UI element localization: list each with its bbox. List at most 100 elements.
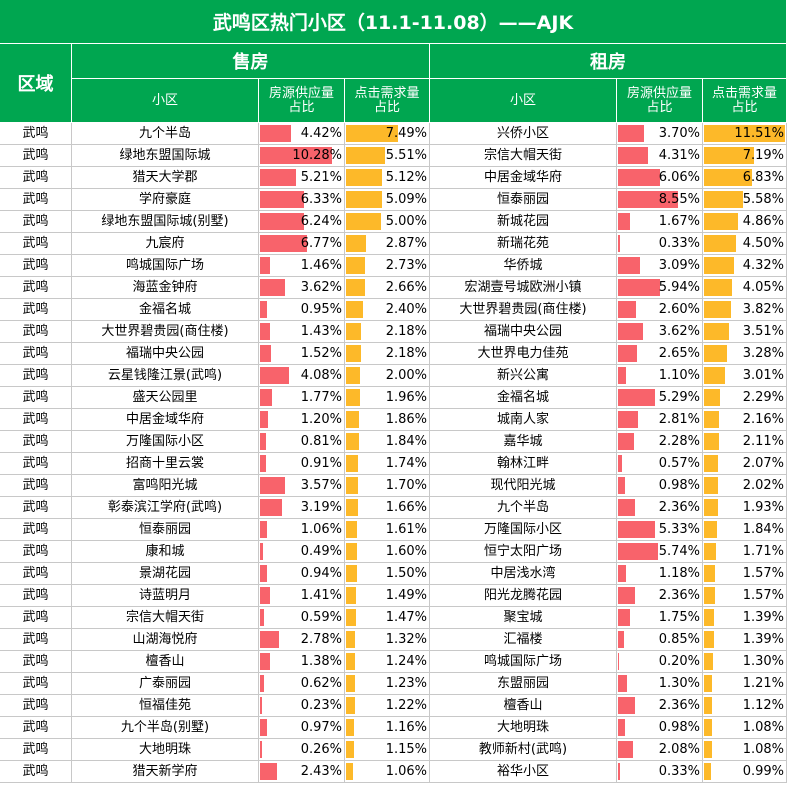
rent-supply-cell: 2.08%	[617, 739, 703, 761]
rent-supply-cell-label: 3.62%	[658, 324, 700, 339]
rent-demand-cell-label: 2.11%	[742, 434, 784, 449]
sale-supply-cell: 0.95%	[259, 299, 345, 321]
sale-supply-cell-label: 1.41%	[300, 588, 342, 603]
sale-supply-cell: 0.23%	[259, 695, 345, 717]
region-cell: 武鸣	[0, 739, 72, 761]
rent-demand-cell-label: 1.57%	[742, 566, 784, 581]
region-cell: 武鸣	[0, 431, 72, 453]
sale-demand-cell: 2.18%	[345, 343, 430, 365]
sale-supply-cell-bar	[260, 719, 267, 736]
sale-supply-cell-label: 6.33%	[300, 192, 342, 207]
region-cell: 武鸣	[0, 299, 72, 321]
sale-demand-header: 点击需求量占比	[345, 79, 430, 123]
sale-demand-cell-label: 1.74%	[385, 456, 427, 471]
sale-supply-cell-label: 1.46%	[300, 258, 342, 273]
sale-demand-cell-bar	[346, 433, 359, 450]
rent-demand-cell-label: 4.50%	[742, 236, 784, 251]
sale-community-name: 盛天公园里	[72, 387, 259, 409]
region-cell: 武鸣	[0, 365, 72, 387]
sale-supply-cell-label: 0.23%	[300, 698, 342, 713]
sale-demand-cell-bar	[346, 565, 357, 582]
sale-supply-cell-label: 3.57%	[300, 478, 342, 493]
sale-community-name: 诗蓝明月	[72, 585, 259, 607]
sale-demand-cell-label: 5.51%	[385, 148, 427, 163]
rent-demand-cell-label: 6.83%	[742, 170, 784, 185]
sale-demand-cell-bar	[346, 499, 358, 516]
sale-community-name: 海蓝金钟府	[72, 277, 259, 299]
sale-supply-cell-label: 0.91%	[300, 456, 342, 471]
sale-demand-cell: 1.24%	[345, 651, 430, 673]
sale-demand-cell-label: 5.12%	[385, 170, 427, 185]
rent-demand-cell-bar	[704, 147, 755, 164]
sale-community-name: 大世界碧贵园(商住楼)	[72, 321, 259, 343]
rent-supply-cell: 5.33%	[617, 519, 703, 541]
region-cell: 武鸣	[0, 761, 72, 783]
rent-community-name: 鸣城国际广场	[430, 651, 617, 673]
rent-community-name: 宏湖壹号城欧洲小镇	[430, 277, 617, 299]
rent-supply-cell: 5.29%	[617, 387, 703, 409]
sale-demand-cell: 2.40%	[345, 299, 430, 321]
rent-supply-cell-bar	[618, 587, 635, 604]
rent-supply-cell-bar	[618, 279, 660, 296]
rent-demand-cell-bar	[704, 279, 733, 296]
sale-demand-cell-bar	[346, 697, 355, 714]
sale-supply-cell: 1.38%	[259, 651, 345, 673]
sale-demand-cell-label: 1.06%	[385, 764, 427, 779]
sale-demand-cell-label: 7.49%	[385, 126, 427, 141]
sale-supply-cell-bar	[260, 609, 265, 626]
region-cell: 武鸣	[0, 585, 72, 607]
region-header: 区域	[0, 44, 72, 123]
rent-demand-cell: 3.28%	[703, 343, 787, 365]
rent-demand-cell: 1.84%	[703, 519, 787, 541]
sale-community-name: 绿地东盟国际城	[72, 145, 259, 167]
sale-supply-cell: 0.62%	[259, 673, 345, 695]
sale-supply-cell-bar	[260, 587, 270, 604]
region-cell: 武鸣	[0, 695, 72, 717]
rent-supply-cell: 2.28%	[617, 431, 703, 453]
sale-supply-cell: 0.49%	[259, 541, 345, 563]
rent-community-name: 中居浅水湾	[430, 563, 617, 585]
rent-supply-cell-bar	[618, 521, 656, 538]
rent-demand-cell-bar	[704, 345, 727, 362]
sale-demand-cell: 1.66%	[345, 497, 430, 519]
rent-demand-cell-bar	[704, 301, 731, 318]
rent-supply-cell-label: 2.36%	[658, 698, 700, 713]
rent-supply-cell-bar	[618, 653, 620, 670]
sale-community-name: 檀香山	[72, 651, 259, 673]
rent-demand-cell: 2.11%	[703, 431, 787, 453]
region-cell: 武鸣	[0, 563, 72, 585]
rent-supply-cell: 8.55%	[617, 189, 703, 211]
sale-demand-cell-bar	[346, 301, 363, 318]
sale-demand-cell-label: 1.15%	[385, 742, 427, 757]
sale-supply-cell-label: 1.06%	[300, 522, 342, 537]
rent-demand-cell-label: 1.08%	[742, 742, 784, 757]
sale-supply-cell: 0.26%	[259, 739, 345, 761]
rent-community-name: 教师新村(武鸣)	[430, 739, 617, 761]
rent-demand-cell: 1.93%	[703, 497, 787, 519]
rent-supply-cell-bar	[618, 389, 656, 406]
region-cell: 武鸣	[0, 123, 72, 145]
rent-supply-cell-label: 6.06%	[658, 170, 700, 185]
sale-supply-cell-bar	[260, 213, 304, 230]
rent-supply-cell-label: 2.60%	[658, 302, 700, 317]
rent-demand-cell: 1.21%	[703, 673, 787, 695]
sale-demand-cell-label: 2.87%	[385, 236, 427, 251]
sale-supply-cell-label: 0.26%	[300, 742, 342, 757]
sale-demand-cell-label: 1.86%	[385, 412, 427, 427]
rent-supply-cell-label: 1.75%	[658, 610, 700, 625]
sale-demand-cell-label: 2.00%	[385, 368, 427, 383]
rent-demand-cell-label: 3.28%	[742, 346, 784, 361]
rent-supply-cell: 0.57%	[617, 453, 703, 475]
rent-supply-cell-bar	[618, 609, 631, 626]
rent-demand-cell: 1.57%	[703, 563, 787, 585]
rent-supply-cell-label: 3.09%	[658, 258, 700, 273]
rent-demand-cell: 1.39%	[703, 607, 787, 629]
sale-supply-cell-bar	[260, 367, 289, 384]
rent-demand-cell-bar	[704, 675, 713, 692]
rent-demand-cell-label: 7.19%	[742, 148, 784, 163]
sale-supply-cell: 0.59%	[259, 607, 345, 629]
rent-community-name: 新瑞花苑	[430, 233, 617, 255]
rent-demand-cell-bar	[704, 763, 711, 780]
sale-demand-cell: 1.74%	[345, 453, 430, 475]
sale-supply-cell: 5.21%	[259, 167, 345, 189]
